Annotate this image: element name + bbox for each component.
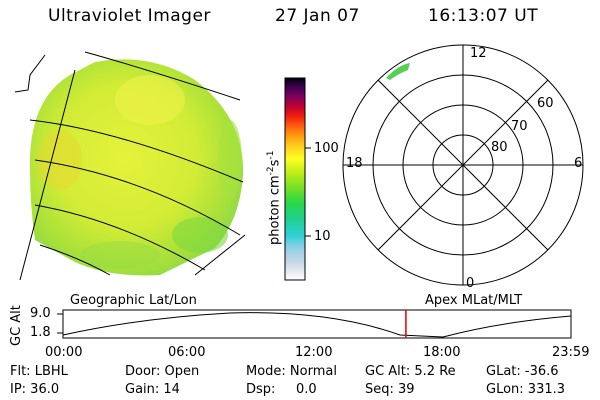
- geographic-caption: Geographic Lat/Lon: [70, 293, 197, 308]
- polar-lat-80: 80: [491, 140, 508, 155]
- orbit-time-0000: 00:00: [45, 345, 83, 360]
- geographic-grid: [14, 51, 246, 281]
- polar-label-0: 0: [466, 276, 475, 291]
- status-mode: Mode: Normal: [246, 364, 337, 379]
- status-door: Door: Open: [125, 364, 200, 379]
- apex-caption: Apex MLat/MLT: [425, 293, 523, 308]
- orbit-time-1200: 12:00: [295, 345, 333, 360]
- polar-label-18: 18: [346, 156, 363, 171]
- polar-lat-70: 70: [511, 119, 528, 134]
- polar-auroral-patch: [386, 63, 410, 80]
- uv-image-disk[interactable]: [29, 59, 244, 276]
- colorbar-tick-10: 10: [314, 229, 331, 244]
- status-glat: GLat: -36.6: [486, 364, 559, 379]
- colorbar-unit-label: photon cm-2s-1: [266, 150, 283, 245]
- status-seq: Seq: 39: [365, 382, 415, 397]
- orbit-time-0600: 06:00: [168, 345, 206, 360]
- colorbar-tick-100: 100: [314, 141, 339, 156]
- orbit-time-1800: 18:00: [423, 345, 461, 360]
- polar-label-12: 12: [470, 46, 487, 61]
- orbit-ytick-low: 1.8: [30, 325, 51, 340]
- polar-label-6: 6: [574, 156, 583, 171]
- status-ip: IP: 36.0: [10, 382, 60, 397]
- orbit-plot-frame: [62, 309, 572, 339]
- polar-lat-60: 60: [537, 96, 554, 111]
- orbit-altitude-curve: [62, 312, 572, 338]
- status-dsp-value: 0.0: [296, 382, 317, 397]
- polar-plot: [342, 44, 584, 286]
- image-time: 16:13:07 UT: [428, 6, 539, 26]
- instrument-title: Ultraviolet Imager: [48, 6, 211, 26]
- color-scale-bar: [284, 77, 306, 281]
- orbit-ytick-high: 9.0: [30, 306, 51, 321]
- status-glon: GLon: 331.3: [486, 382, 566, 397]
- status-gc-alt: GC Alt: 5.2 Re: [365, 364, 456, 379]
- orbit-axis-label: GC Alt: [9, 305, 24, 346]
- color-scale-ticks: [305, 147, 311, 237]
- status-dsp-label: Dsp:: [246, 382, 276, 397]
- orbit-tick-marks: [57, 313, 63, 334]
- status-gain: Gain: 14: [125, 382, 180, 397]
- orbit-time-2359: 23:59: [552, 345, 590, 360]
- image-date: 27 Jan 07: [275, 6, 360, 26]
- status-filter: Flt: LBHL: [10, 364, 68, 379]
